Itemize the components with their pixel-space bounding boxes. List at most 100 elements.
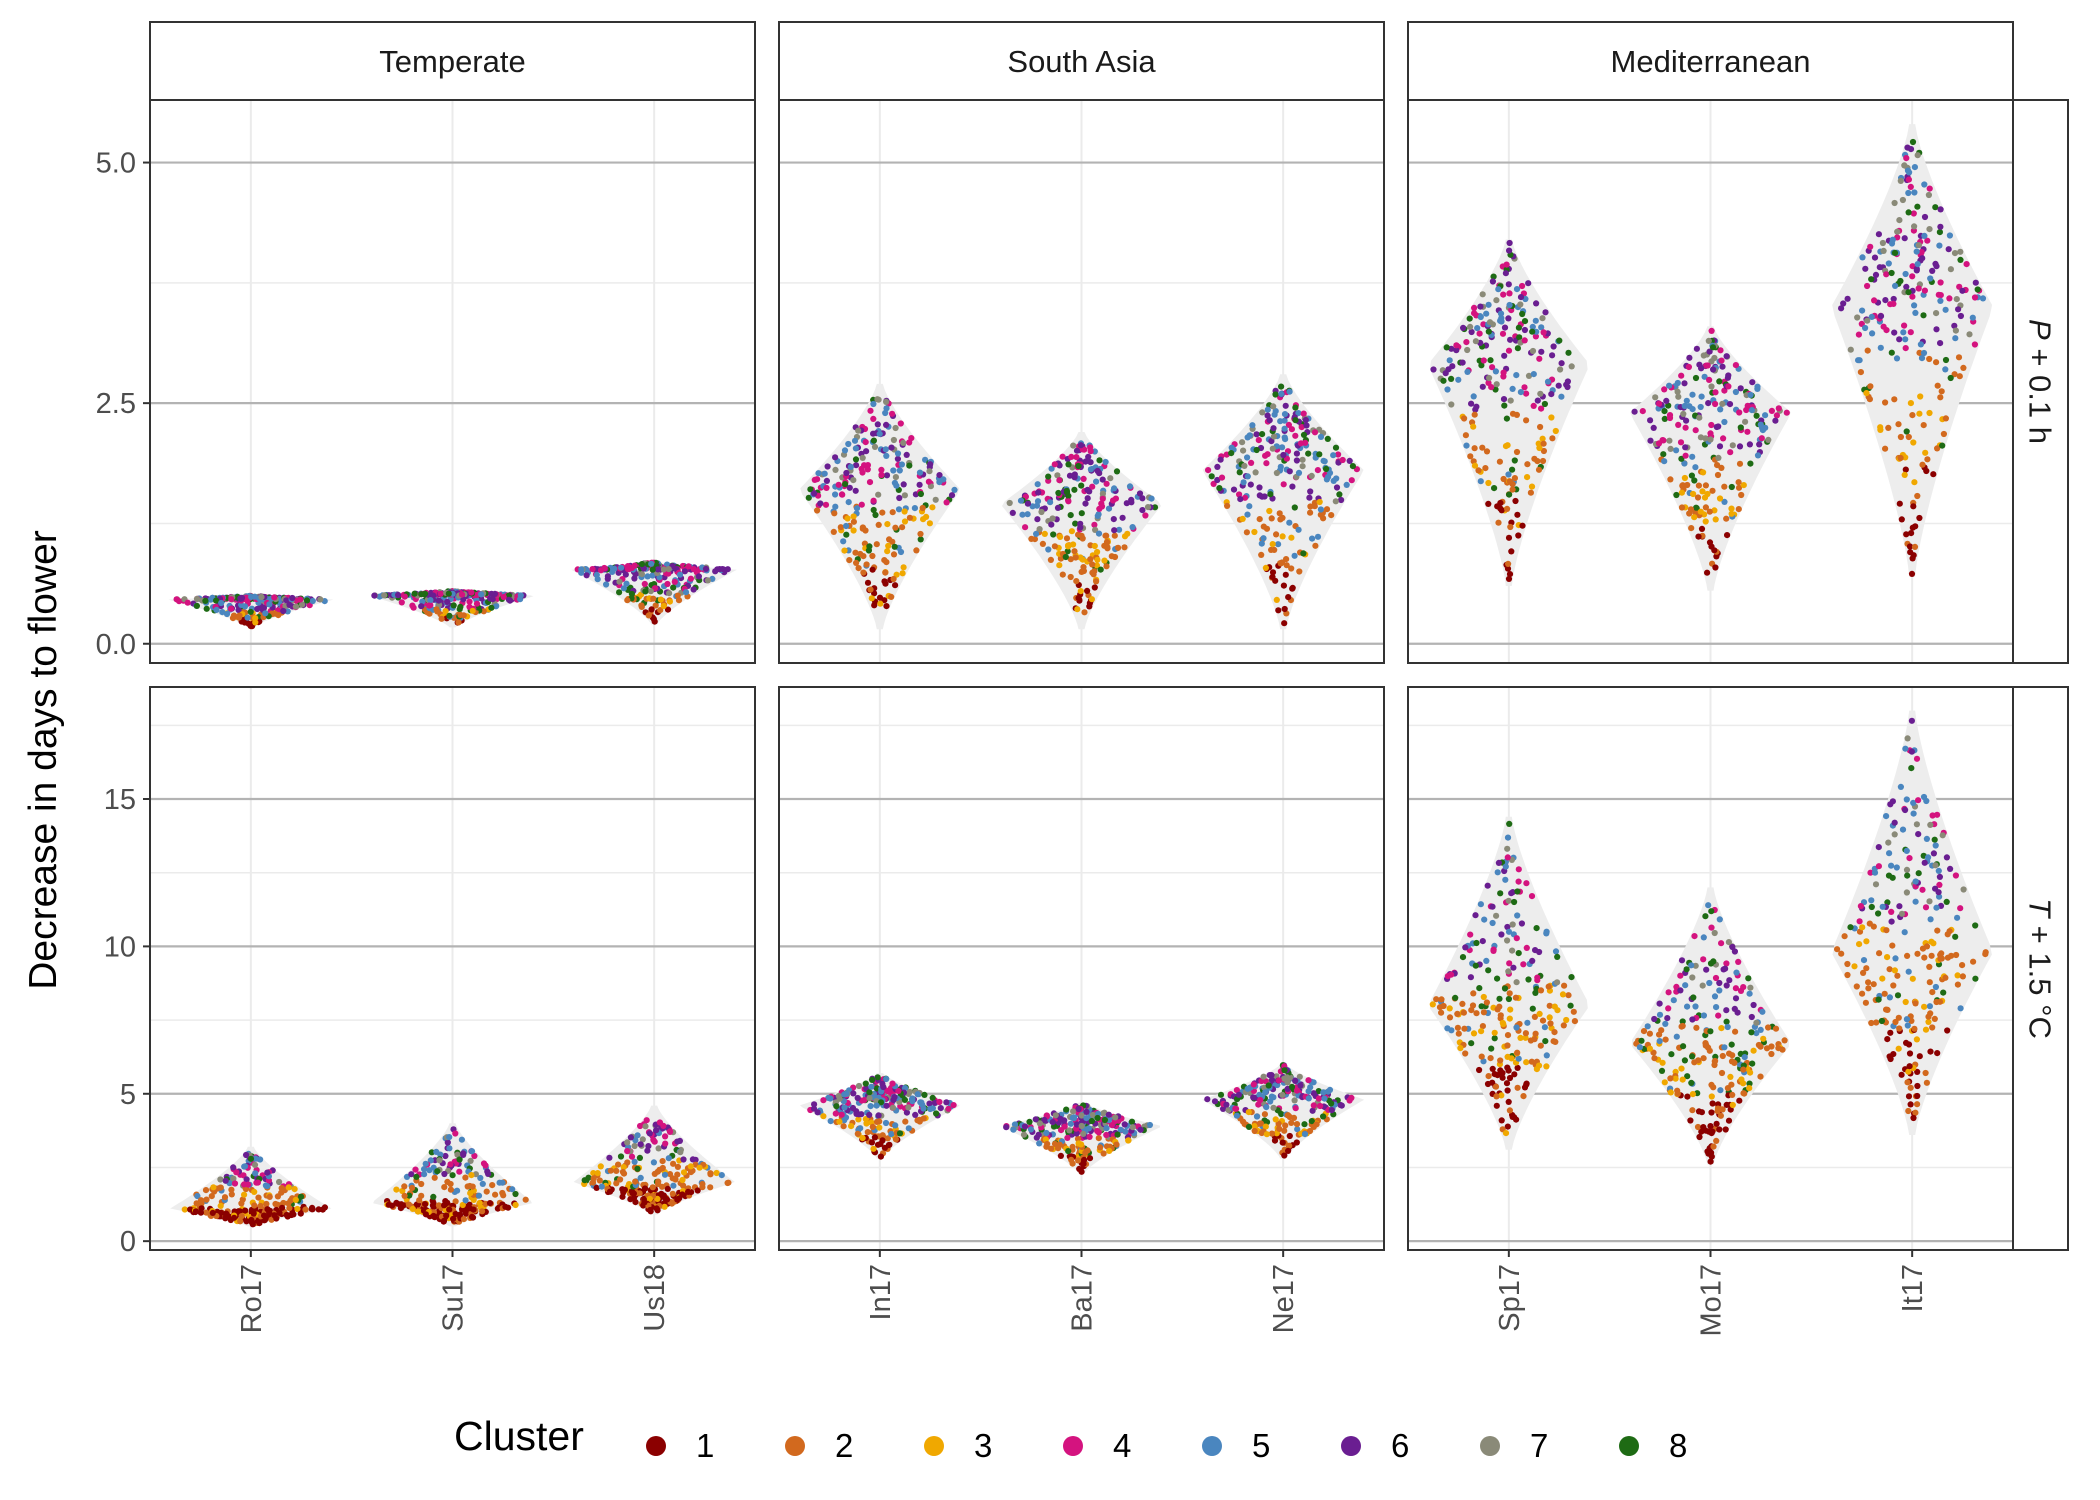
data-point [1682, 452, 1689, 459]
data-point [1934, 1050, 1941, 1057]
data-point [1870, 981, 1877, 988]
data-point [1925, 1018, 1932, 1025]
data-point [1509, 486, 1516, 493]
data-point [1521, 326, 1528, 334]
data-point [1224, 502, 1231, 509]
data-point [213, 606, 220, 614]
data-point [1529, 347, 1537, 355]
data-point [613, 1167, 620, 1174]
data-point [1536, 444, 1543, 452]
data-point [1942, 974, 1949, 981]
data-point [1687, 1117, 1694, 1124]
data-point [1889, 798, 1896, 805]
data-point [1112, 1114, 1119, 1121]
data-point [299, 601, 306, 608]
data-point [1891, 967, 1898, 974]
data-point [825, 1094, 832, 1101]
data-point [1083, 1108, 1090, 1115]
data-point [1500, 396, 1508, 403]
data-point [1251, 1123, 1258, 1130]
data-point [1271, 546, 1278, 554]
data-point [1244, 454, 1251, 461]
data-point [1765, 1024, 1772, 1031]
data-point [858, 1111, 865, 1118]
data-point [1110, 497, 1117, 504]
data-point [505, 596, 513, 603]
facet-row-strip-1 [2012, 99, 2069, 664]
data-point [1558, 393, 1565, 400]
data-point [841, 1104, 848, 1111]
legend-key-5 [1202, 1436, 1222, 1456]
data-point [1448, 375, 1455, 382]
legend-label-6: 6 [1391, 1427, 1409, 1464]
data-point [695, 573, 703, 580]
data-point [1307, 503, 1314, 510]
data-point [1093, 562, 1100, 569]
data-point [1346, 457, 1353, 464]
data-point [883, 398, 890, 405]
data-point [1886, 966, 1893, 973]
data-point [1902, 466, 1909, 473]
data-point [1477, 478, 1484, 485]
data-point [1757, 421, 1764, 428]
data-point [1491, 485, 1498, 492]
data-point [1898, 910, 1906, 917]
data-point [1639, 408, 1646, 415]
data-point [1312, 542, 1319, 549]
data-point [1214, 463, 1221, 470]
data-point [1504, 505, 1511, 512]
data-point [1678, 489, 1685, 496]
data-point [1655, 440, 1663, 447]
data-point [1335, 451, 1342, 458]
data-point [1473, 1010, 1480, 1017]
data-point [1503, 415, 1510, 422]
data-point [1860, 969, 1867, 977]
data-point [1677, 987, 1684, 994]
data-point [1907, 183, 1914, 190]
data-point [1228, 450, 1235, 457]
data-point [832, 503, 839, 510]
data-point [1047, 556, 1054, 564]
data-point [1708, 1093, 1715, 1100]
data-point [1956, 373, 1963, 380]
data-point [1210, 480, 1217, 487]
data-point [1735, 479, 1742, 486]
data-point [1656, 1000, 1663, 1007]
data-point [1523, 1080, 1530, 1087]
data-point [725, 1179, 732, 1186]
data-point [624, 1139, 631, 1146]
data-point [1892, 1018, 1899, 1026]
data-point [637, 1141, 644, 1148]
data-point [1246, 503, 1253, 510]
data-point [900, 481, 907, 488]
data-point [1517, 301, 1524, 308]
data-point [1489, 364, 1496, 371]
data-point [889, 1104, 897, 1111]
data-point [1896, 336, 1903, 343]
data-point [252, 615, 259, 622]
data-point [1750, 1047, 1757, 1054]
data-point [1916, 410, 1923, 417]
data-point [652, 602, 659, 609]
data-point [653, 1127, 660, 1134]
data-point [1914, 1082, 1921, 1090]
data-point [1737, 385, 1744, 392]
data-point [1732, 1028, 1739, 1035]
data-point [1921, 287, 1928, 294]
data-point [1900, 329, 1907, 336]
data-point [1868, 903, 1875, 911]
data-point [1905, 176, 1912, 183]
data-point [1301, 1121, 1308, 1128]
data-point [1467, 974, 1474, 981]
data-point [841, 1117, 848, 1124]
data-point [1070, 442, 1077, 449]
panel-1-3 [1407, 99, 2014, 664]
data-point [869, 1076, 876, 1083]
data-point [1694, 1123, 1702, 1131]
data-point [1692, 427, 1699, 434]
data-point [638, 571, 646, 578]
data-point [1108, 1122, 1115, 1129]
data-point [1728, 483, 1735, 491]
data-point [1505, 471, 1512, 478]
